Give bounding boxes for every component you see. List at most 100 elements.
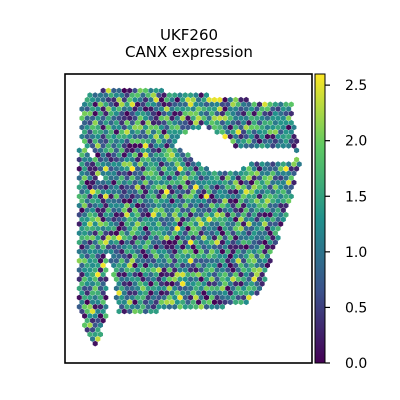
expression-spot	[267, 248, 273, 255]
expression-spot	[217, 115, 223, 122]
expression-spot	[222, 96, 228, 103]
expression-spot	[90, 271, 96, 278]
expression-spot	[270, 106, 276, 112]
expression-spot	[79, 198, 85, 204]
expression-spot	[103, 138, 109, 145]
expression-spot	[217, 244, 223, 250]
expression-spot	[188, 294, 194, 301]
expression-spot	[90, 326, 96, 333]
expression-spot	[87, 156, 93, 163]
expression-spot	[206, 207, 212, 214]
expression-spot	[166, 285, 172, 292]
expression-spot	[267, 110, 273, 117]
expression-spot	[79, 133, 85, 140]
expression-spot	[145, 175, 151, 181]
expression-spot	[97, 119, 104, 126]
expression-spot	[222, 170, 228, 177]
expression-spot	[241, 110, 247, 117]
expression-spot	[225, 101, 231, 108]
expression-spot	[177, 211, 183, 218]
expression-spot	[219, 230, 225, 237]
expression-spot	[251, 175, 257, 181]
expression-spot	[156, 110, 162, 117]
expression-spot	[227, 133, 233, 140]
expression-spot	[140, 303, 146, 310]
expression-spot	[156, 156, 162, 163]
expression-spot	[87, 165, 93, 172]
expression-spot	[201, 253, 207, 260]
expression-spot	[177, 110, 183, 117]
expression-spot	[180, 115, 186, 122]
expression-spot	[166, 303, 172, 310]
expression-spot	[95, 225, 101, 232]
expression-spot	[198, 221, 204, 227]
expression-spot	[217, 216, 223, 223]
expression-spot	[95, 152, 101, 158]
expression-spot	[225, 110, 231, 117]
expression-spot	[135, 230, 141, 237]
expression-spot	[246, 294, 252, 301]
expression-spot	[82, 313, 88, 319]
expression-spot	[246, 248, 252, 255]
expression-spot	[196, 262, 202, 269]
expression-spot	[119, 193, 125, 200]
expression-spot	[90, 188, 96, 195]
expression-spot	[105, 207, 111, 214]
expression-spot	[206, 244, 212, 250]
expression-spot	[196, 115, 202, 122]
expression-spot	[92, 147, 98, 154]
expression-spot	[164, 142, 170, 149]
expression-spot	[177, 193, 183, 200]
expression-spot	[241, 248, 247, 255]
expression-spot	[169, 299, 175, 306]
expression-spot	[193, 257, 199, 264]
expression-spot	[201, 198, 207, 204]
expression-spot	[166, 193, 172, 200]
expression-spot	[275, 198, 281, 204]
expression-spot	[264, 198, 270, 204]
expression-spot	[227, 216, 233, 223]
expression-spot	[262, 257, 268, 264]
expression-spot	[233, 188, 239, 195]
expression-spot	[217, 179, 223, 186]
expression-spot	[145, 119, 151, 126]
expression-spot	[153, 262, 159, 269]
expression-spot	[113, 119, 119, 126]
expression-spot	[135, 156, 141, 163]
expression-spot	[132, 207, 138, 214]
expression-spot	[108, 248, 114, 255]
expression-spot	[100, 271, 106, 278]
expression-spot	[219, 211, 225, 218]
expression-spot	[161, 285, 167, 292]
expression-spot	[275, 133, 281, 140]
expression-spot	[153, 299, 159, 306]
expression-spot	[190, 280, 196, 287]
expression-spot	[143, 161, 149, 168]
expression-spot	[230, 248, 236, 255]
expression-spot	[137, 234, 143, 241]
expression-spot	[84, 106, 90, 112]
expression-spot	[97, 285, 104, 292]
expression-spot	[169, 115, 175, 122]
expression-spot	[166, 119, 172, 126]
expression-spot	[172, 230, 178, 237]
expression-spot	[116, 271, 122, 278]
expression-spot	[182, 257, 188, 264]
expression-spot	[190, 161, 196, 168]
expression-spot	[275, 216, 281, 223]
expression-spot	[95, 244, 101, 250]
expression-spot	[79, 308, 85, 315]
expression-spot	[97, 92, 104, 99]
expression-spot	[198, 92, 204, 99]
expression-spot	[111, 188, 117, 195]
expression-spot	[121, 142, 127, 149]
expression-spot	[272, 221, 278, 227]
expression-spot	[153, 225, 159, 232]
expression-spot	[283, 110, 289, 117]
expression-spot	[164, 234, 170, 241]
expression-spot	[95, 96, 101, 103]
expression-spot	[262, 175, 268, 181]
expression-spot	[201, 234, 207, 241]
expression-spot	[217, 96, 223, 103]
expression-spot	[286, 198, 292, 204]
